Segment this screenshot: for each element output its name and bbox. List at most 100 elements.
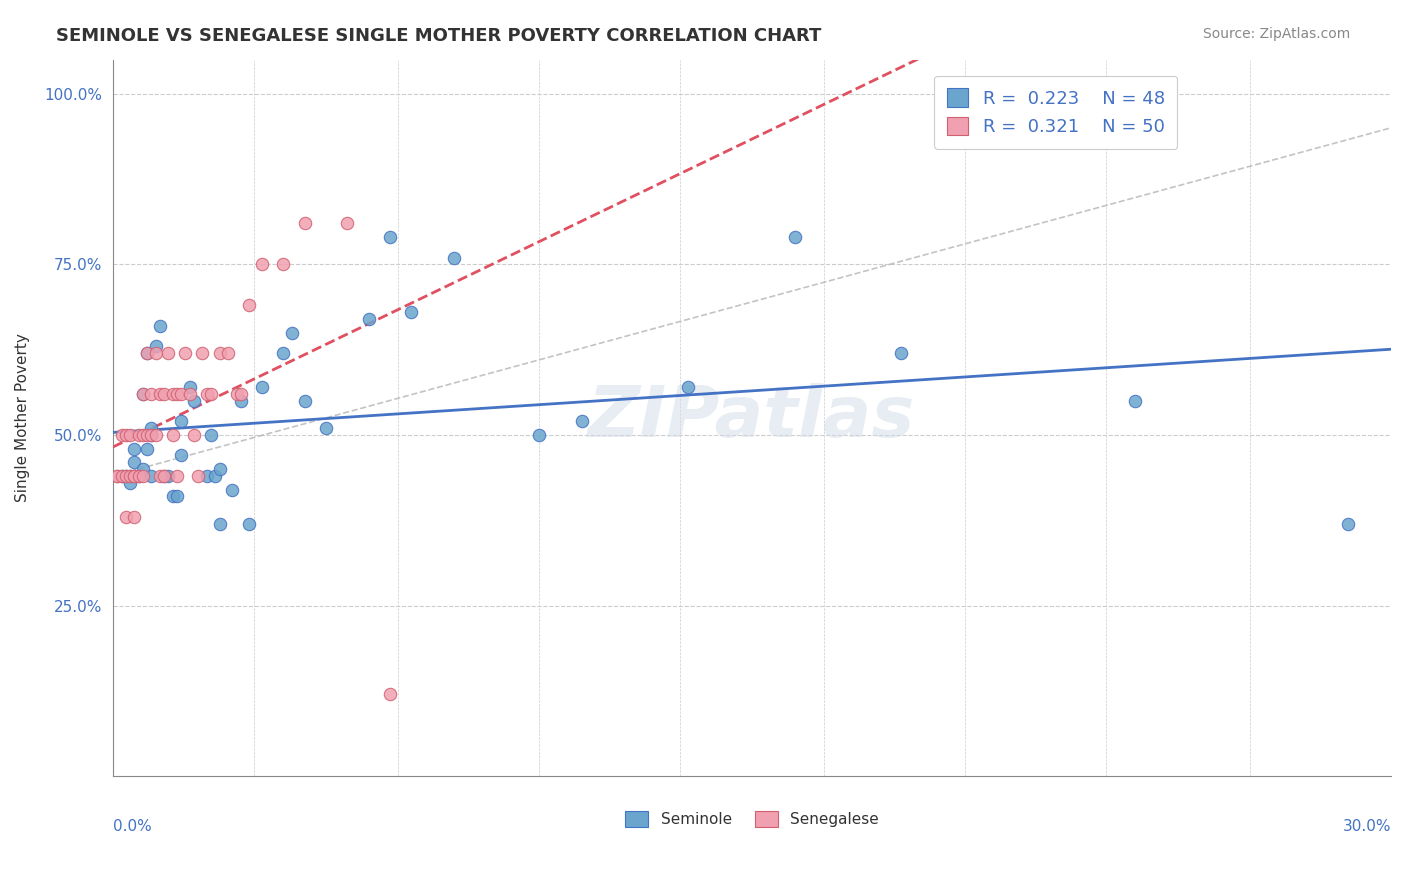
Point: [114, 509, 136, 524]
Point: [571, 414, 593, 428]
Text: ZIPatlas: ZIPatlas: [588, 384, 915, 452]
Point: [315, 421, 337, 435]
Point: [229, 393, 252, 408]
Point: [336, 216, 359, 230]
Point: [136, 428, 159, 442]
Point: [527, 428, 550, 442]
Point: [783, 230, 806, 244]
Point: [128, 469, 150, 483]
Point: [250, 380, 273, 394]
Point: [118, 428, 141, 442]
Y-axis label: Single Mother Poverty: Single Mother Poverty: [15, 334, 30, 502]
Point: [124, 509, 146, 524]
Legend: Seminole, Senegalese: Seminole, Senegalese: [620, 805, 884, 833]
Text: SEMINOLE VS SENEGALESE SINGLE MOTHER POVERTY CORRELATION CHART: SEMINOLE VS SENEGALESE SINGLE MOTHER POV…: [56, 27, 821, 45]
Point: [114, 428, 136, 442]
Point: [166, 469, 188, 483]
Point: [200, 387, 222, 401]
Point: [238, 298, 260, 312]
Point: [179, 387, 201, 401]
Point: [166, 489, 188, 503]
Point: [187, 469, 209, 483]
Point: [191, 346, 214, 360]
Point: [136, 442, 159, 456]
Point: [225, 387, 247, 401]
Point: [238, 516, 260, 531]
Point: [170, 414, 193, 428]
Point: [157, 469, 180, 483]
Point: [162, 489, 184, 503]
Point: [676, 380, 699, 394]
Point: [221, 483, 243, 497]
Point: [132, 469, 155, 483]
Point: [153, 387, 176, 401]
Point: [114, 469, 136, 483]
Point: [114, 469, 136, 483]
Point: [273, 257, 295, 271]
Point: [110, 469, 132, 483]
Point: [141, 428, 163, 442]
Point: [183, 428, 205, 442]
Point: [1125, 393, 1147, 408]
Point: [124, 469, 146, 483]
Point: [157, 346, 180, 360]
Point: [128, 428, 150, 442]
Point: [170, 387, 193, 401]
Point: [294, 393, 316, 408]
Point: [200, 428, 222, 442]
Point: [183, 393, 205, 408]
Point: [145, 428, 167, 442]
Point: [204, 469, 226, 483]
Point: [132, 387, 155, 401]
Point: [174, 346, 197, 360]
Point: [110, 428, 132, 442]
Text: 0.0%: 0.0%: [112, 819, 152, 834]
Point: [124, 455, 146, 469]
Point: [208, 516, 231, 531]
Point: [179, 380, 201, 394]
Point: [208, 346, 231, 360]
Point: [195, 387, 218, 401]
Point: [145, 346, 167, 360]
Point: [1337, 516, 1360, 531]
Point: [229, 387, 252, 401]
Point: [105, 469, 128, 483]
Point: [105, 469, 128, 483]
Point: [153, 469, 176, 483]
Point: [378, 687, 401, 701]
Point: [124, 442, 146, 456]
Point: [273, 346, 295, 360]
Point: [250, 257, 273, 271]
Point: [141, 469, 163, 483]
Point: [890, 346, 912, 360]
Point: [141, 387, 163, 401]
Point: [294, 216, 316, 230]
Point: [162, 387, 184, 401]
Point: [141, 421, 163, 435]
Point: [141, 428, 163, 442]
Point: [136, 346, 159, 360]
Point: [149, 469, 172, 483]
Point: [153, 469, 176, 483]
Point: [443, 251, 465, 265]
Point: [166, 387, 188, 401]
Point: [217, 346, 239, 360]
Point: [132, 387, 155, 401]
Point: [281, 326, 304, 340]
Point: [357, 312, 380, 326]
Point: [399, 305, 422, 319]
Point: [132, 462, 155, 476]
Point: [170, 449, 193, 463]
Point: [145, 339, 167, 353]
Point: [149, 318, 172, 333]
Point: [110, 469, 132, 483]
Point: [162, 428, 184, 442]
Point: [118, 469, 141, 483]
Point: [132, 428, 155, 442]
Point: [208, 462, 231, 476]
Point: [128, 469, 150, 483]
Point: [118, 469, 141, 483]
Text: 30.0%: 30.0%: [1343, 819, 1391, 834]
Text: Source: ZipAtlas.com: Source: ZipAtlas.com: [1202, 27, 1350, 41]
Point: [124, 469, 146, 483]
